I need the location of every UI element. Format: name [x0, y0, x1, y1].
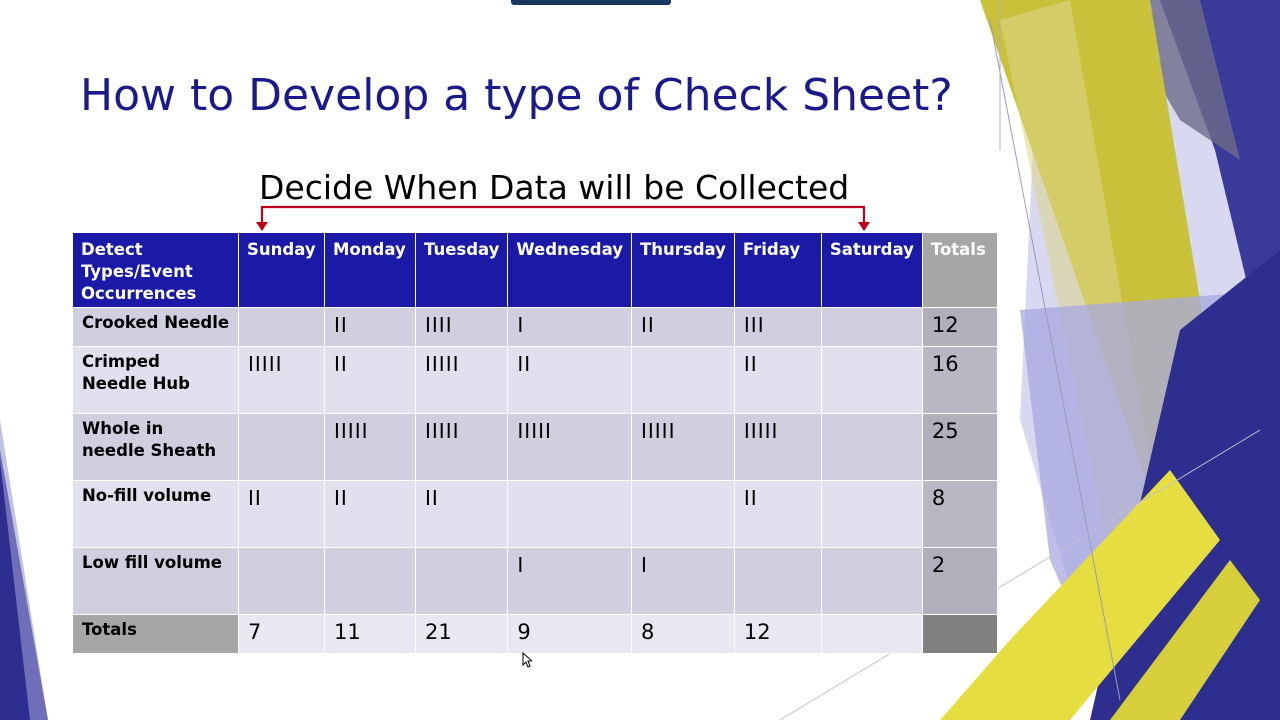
tally-cell: IIIII	[630, 413, 735, 481]
table-row: Low fill volume I I 2	[72, 547, 998, 615]
tally-cell	[630, 346, 735, 414]
tally-cell	[507, 480, 632, 548]
day-total: 21	[414, 614, 509, 654]
tally-cell: II	[324, 307, 416, 347]
header-cell: Tuesday	[414, 232, 509, 308]
tally-cell: II	[733, 346, 822, 414]
day-total: 7	[238, 614, 325, 654]
slide-title: How to Develop a type of Check Sheet?	[80, 70, 953, 121]
tally-cell: IIIII	[414, 346, 509, 414]
table-row: No-fill volume II II II II 8	[72, 480, 998, 548]
table-header-row: Detect Types/Event Occurrences Sunday Mo…	[72, 232, 998, 308]
header-cell: Friday	[733, 232, 822, 308]
tally-cell: IIIII	[733, 413, 822, 481]
slide-subtitle: Decide When Data will be Collected	[259, 168, 850, 207]
tally-cell: IIIII	[324, 413, 416, 481]
tally-cell: III	[733, 307, 822, 347]
row-total: 25	[921, 413, 998, 481]
tally-cell: IIIII	[414, 413, 509, 481]
deco-yellow-bottom-2	[1110, 560, 1260, 720]
tally-cell: I	[507, 307, 632, 347]
day-total: 9	[507, 614, 632, 654]
day-total: 8	[630, 614, 735, 654]
totals-row: Totals 7 11 21 9 8 12	[72, 614, 998, 654]
day-total: 12	[733, 614, 822, 654]
tally-cell: IIIII	[507, 413, 632, 481]
row-total: 16	[921, 346, 998, 414]
table-row: Whole in needle Sheath IIIII IIIII IIIII…	[72, 413, 998, 481]
top-tab-decoration	[511, 0, 671, 5]
row-label: Crimped Needle Hub	[72, 346, 239, 414]
date-range-bracket	[256, 205, 870, 231]
tally-cell: II	[507, 346, 632, 414]
header-cell: Wednesday	[507, 232, 632, 308]
tally-cell	[820, 547, 923, 615]
row-total: 2	[921, 547, 998, 615]
header-cell: Detect Types/Event Occurrences	[72, 232, 239, 308]
tally-cell	[238, 547, 325, 615]
header-cell: Saturday	[820, 232, 923, 308]
deco-left-lavender	[0, 420, 48, 720]
tally-cell	[630, 480, 735, 548]
header-cell: Monday	[324, 232, 416, 308]
tally-cell	[820, 307, 923, 347]
header-cell: Thursday	[630, 232, 735, 308]
tally-cell: IIIII	[238, 346, 325, 414]
tally-cell	[238, 413, 325, 481]
tally-cell: I	[507, 547, 632, 615]
header-cell-totals: Totals	[921, 232, 998, 308]
tally-cell	[324, 547, 416, 615]
header-cell: Sunday	[238, 232, 325, 308]
table-row: Crimped Needle Hub IIIII II IIIII II II …	[72, 346, 998, 414]
row-label: Low fill volume	[72, 547, 239, 615]
tally-cell	[733, 547, 822, 615]
tally-cell	[820, 480, 923, 548]
row-label: Whole in needle Sheath	[72, 413, 239, 481]
bracket-right-arrow	[858, 222, 870, 231]
bracket-left-arrow	[256, 222, 268, 231]
tally-cell	[820, 413, 923, 481]
row-total: 12	[921, 307, 998, 347]
tally-cell: II	[414, 480, 509, 548]
mouse-pointer-icon	[522, 652, 532, 668]
row-label: Crooked Needle	[72, 307, 239, 347]
tally-cell: II	[630, 307, 735, 347]
tally-cell	[820, 346, 923, 414]
tally-cell	[414, 547, 509, 615]
table-row: Crooked Needle II IIII I II III 12	[72, 307, 998, 347]
deco-navy-top	[1160, 0, 1280, 420]
tally-cell: IIII	[414, 307, 509, 347]
day-total	[820, 614, 923, 654]
tally-cell: I	[630, 547, 735, 615]
tally-cell: II	[733, 480, 822, 548]
tally-cell: II	[324, 480, 416, 548]
tally-cell: II	[238, 480, 325, 548]
totals-label: Totals	[72, 614, 239, 654]
day-total: 11	[324, 614, 416, 654]
tally-cell: II	[324, 346, 416, 414]
check-sheet-table: Detect Types/Event Occurrences Sunday Mo…	[72, 232, 998, 654]
row-total: 8	[921, 480, 998, 548]
deco-yellow-bottom	[940, 470, 1220, 720]
tally-cell	[238, 307, 325, 347]
grand-total-cell	[921, 614, 998, 654]
row-label: No-fill volume	[72, 480, 239, 548]
